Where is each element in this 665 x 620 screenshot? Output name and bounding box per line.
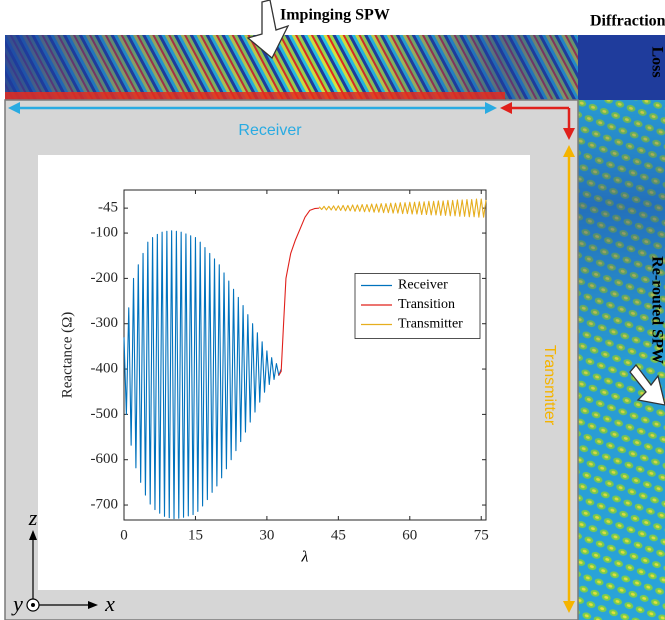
field-edge-band: [5, 92, 505, 102]
receiver-label: Receiver: [238, 122, 302, 139]
y-tick-label: -100: [91, 225, 119, 241]
receiver-arrow: [8, 102, 497, 114]
legend-label: Transition: [398, 297, 455, 312]
rerouted-label: Re-routed SPW: [648, 256, 665, 364]
legend-box: [354, 273, 481, 339]
x-tick-label: 60: [402, 527, 417, 543]
series-line: [318, 198, 487, 218]
y-tick-label: -600: [91, 451, 119, 467]
y-tick-label: -500: [91, 406, 119, 422]
axis-z-label: z: [28, 505, 38, 530]
transmitter-arrow: [563, 145, 575, 613]
legend-label: Transmitter: [398, 317, 463, 332]
rerouted-arrow: [629, 363, 665, 406]
x-tick-label: 0: [120, 527, 128, 543]
x-tick-label: 45: [331, 527, 346, 543]
y-axis-label: Reactance (Ω): [59, 312, 75, 399]
series-line: [123, 230, 282, 520]
transmitter-label: Transmitter: [541, 345, 558, 426]
y-tick-label: -400: [91, 360, 119, 376]
y-tick-label: -700: [91, 496, 119, 512]
y-tick-label: -45: [98, 200, 118, 216]
inset-chart: 0 15 30 45 60 75 -45 -100 -200 -300 -400 -500 -600 -7…: [59, 189, 489, 566]
diffraction-label: Diffraction: [590, 13, 665, 30]
field-top-waves: [5, 35, 665, 103]
x-axis-label: λ: [301, 549, 309, 566]
transition-arrow: [500, 102, 575, 140]
y-tick-label: -200: [91, 270, 119, 286]
series-line: [278, 207, 320, 376]
y-tick-label: -300: [91, 315, 119, 331]
legend-label: Receiver: [398, 278, 448, 293]
coordinate-axes: [26, 530, 98, 612]
axis-x-label: x: [104, 591, 115, 616]
impinging-arrow: [246, 0, 290, 60]
x-tick-label: 30: [259, 527, 274, 543]
loss-label: Loss: [648, 46, 665, 77]
field-right-waves: [578, 100, 665, 620]
axis-y-label: y: [11, 591, 23, 616]
x-tick-label: 75: [474, 527, 489, 543]
x-tick-label: 15: [188, 527, 203, 543]
impinging-label: Impinging SPW: [280, 7, 390, 24]
